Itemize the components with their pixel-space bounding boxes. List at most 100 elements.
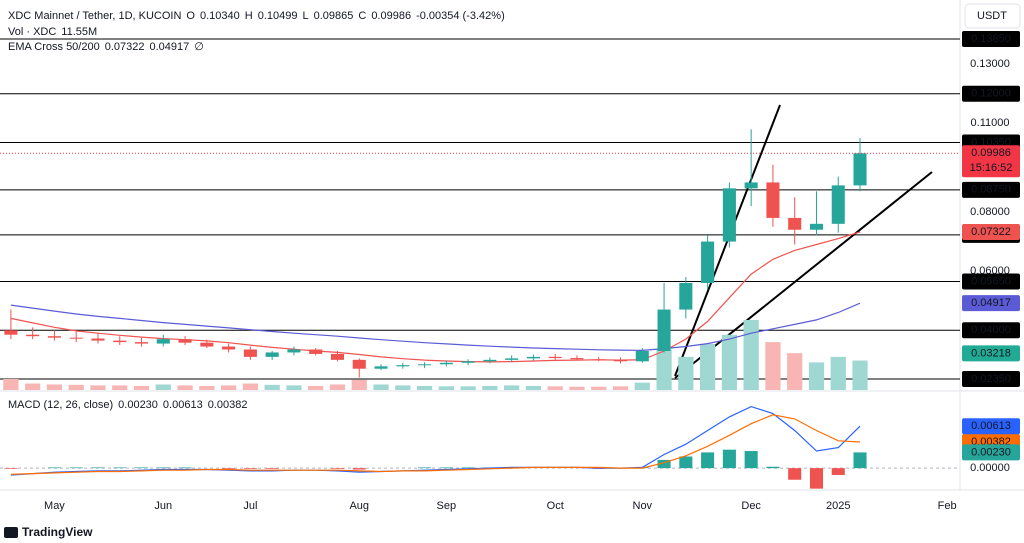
candle-body bbox=[592, 359, 606, 361]
volume-bar bbox=[286, 385, 302, 390]
x-tick-label: Feb bbox=[938, 500, 957, 512]
candle-body bbox=[418, 364, 432, 366]
candle-body bbox=[222, 346, 236, 350]
x-tick-label: May bbox=[44, 500, 65, 512]
macd-histogram-bar bbox=[701, 452, 715, 469]
ohlc-value: 0.09865 bbox=[314, 10, 354, 22]
price-badge bbox=[962, 145, 1020, 178]
price-badge-label: 0.03218 bbox=[971, 347, 1011, 359]
volume-bar bbox=[787, 353, 803, 390]
candle-body bbox=[200, 342, 214, 347]
level-badge bbox=[962, 181, 1020, 198]
logo: TradingView bbox=[4, 525, 93, 539]
candle-body bbox=[809, 223, 824, 230]
y-tick-label: 0.11000 bbox=[971, 117, 1010, 129]
price-badge-label: 0.04917 bbox=[971, 297, 1011, 309]
price-badge-label: 0.00613 bbox=[971, 420, 1011, 432]
volume-bar bbox=[460, 386, 476, 390]
candle-body bbox=[657, 309, 671, 351]
candle-body bbox=[439, 362, 453, 365]
candle-body bbox=[548, 356, 562, 359]
candle-body bbox=[722, 188, 736, 242]
candle-body bbox=[788, 217, 802, 230]
ohlc-value: 0.10499 bbox=[258, 10, 298, 22]
volume-value: 11.55M bbox=[61, 26, 97, 38]
macd-histogram-bar bbox=[330, 468, 345, 469]
level-badge bbox=[962, 85, 1020, 102]
volume-bar bbox=[634, 382, 650, 390]
volume-bar bbox=[155, 384, 171, 390]
volume-bar bbox=[46, 384, 63, 390]
volume-bar bbox=[242, 383, 259, 390]
price-badge bbox=[962, 418, 1020, 435]
macd-histogram-bar bbox=[744, 451, 758, 469]
x-tick-label: Nov bbox=[633, 500, 653, 512]
ohlc-key: H bbox=[245, 10, 253, 22]
macd-histogram-bar bbox=[47, 467, 61, 469]
macd-histogram-bar bbox=[809, 468, 824, 489]
currency[interactable]: USDT bbox=[977, 10, 1007, 22]
volume-bar bbox=[25, 383, 41, 390]
x-tick-label: Jul bbox=[243, 500, 257, 512]
level-badge bbox=[962, 273, 1020, 290]
level-label: 0.13850 bbox=[971, 33, 1011, 45]
price-badge bbox=[962, 444, 1020, 461]
chart-title: XDC Mainnet / Tether, 1D, KUCOIN bbox=[8, 10, 181, 22]
candle-body bbox=[134, 342, 149, 344]
price-badge-label: 0.00230 bbox=[971, 446, 1011, 458]
candle-body bbox=[156, 339, 170, 344]
candle-body bbox=[352, 359, 366, 369]
volume-bar bbox=[504, 385, 520, 390]
candle-body bbox=[374, 366, 388, 369]
volume-bar bbox=[373, 384, 389, 390]
macd-histogram-bar bbox=[265, 468, 279, 469]
volume-bar bbox=[678, 356, 694, 390]
macd-title: MACD (12, 26, close) bbox=[8, 399, 113, 411]
volume-bar bbox=[612, 386, 629, 390]
volume-bar bbox=[177, 385, 193, 390]
logo-icon bbox=[4, 527, 18, 538]
volume-bar bbox=[112, 385, 128, 390]
ohlc-key: C bbox=[358, 10, 366, 22]
volume-bar bbox=[699, 343, 716, 390]
level-label: 0.08750 bbox=[971, 184, 1011, 196]
level-badge bbox=[962, 31, 1020, 48]
candle-body bbox=[744, 182, 758, 189]
volume-bar bbox=[569, 386, 585, 390]
candle-body bbox=[701, 241, 715, 283]
level-label: 0.04000 bbox=[971, 324, 1011, 336]
price-badge-label: 0.07322 bbox=[971, 226, 1011, 238]
volume-bar bbox=[438, 386, 454, 390]
macd-histogram-bar bbox=[831, 468, 845, 475]
candle-body bbox=[26, 334, 40, 337]
macd-histogram-bar bbox=[679, 456, 693, 469]
currency-button[interactable] bbox=[964, 3, 1021, 29]
x-tick-label: Dec bbox=[741, 500, 761, 512]
x-tick-label: Oct bbox=[547, 500, 564, 512]
candle-body bbox=[396, 365, 410, 367]
ema-title: EMA Cross 50/200 bbox=[8, 41, 100, 53]
macd-line bbox=[10, 414, 861, 475]
volume-bar bbox=[329, 384, 346, 390]
price-badge-label: 0.09986 bbox=[971, 147, 1011, 159]
macd-histogram-bar bbox=[243, 468, 257, 469]
macd-histogram-bar bbox=[418, 467, 432, 469]
ema-value: 0.07322 bbox=[105, 41, 145, 53]
candle-body bbox=[309, 349, 323, 354]
candle-body bbox=[526, 356, 540, 359]
ohlc-key: O bbox=[186, 10, 195, 22]
volume-bar bbox=[351, 379, 367, 390]
volume-bar bbox=[3, 378, 19, 390]
price-badge bbox=[962, 295, 1020, 312]
logo-text: TradingView bbox=[22, 525, 93, 539]
volume-bar bbox=[525, 385, 542, 390]
macd-histogram-bar bbox=[222, 468, 236, 469]
macd-histogram-bar bbox=[91, 467, 105, 469]
volume-bar bbox=[808, 362, 825, 390]
x-tick-label: Aug bbox=[349, 500, 369, 512]
volume-bar bbox=[416, 385, 433, 390]
plot: 0.130000.110000.080000.060000.138500.120… bbox=[0, 10, 1020, 512]
price-badge bbox=[962, 224, 1020, 241]
candle-body bbox=[570, 358, 584, 360]
